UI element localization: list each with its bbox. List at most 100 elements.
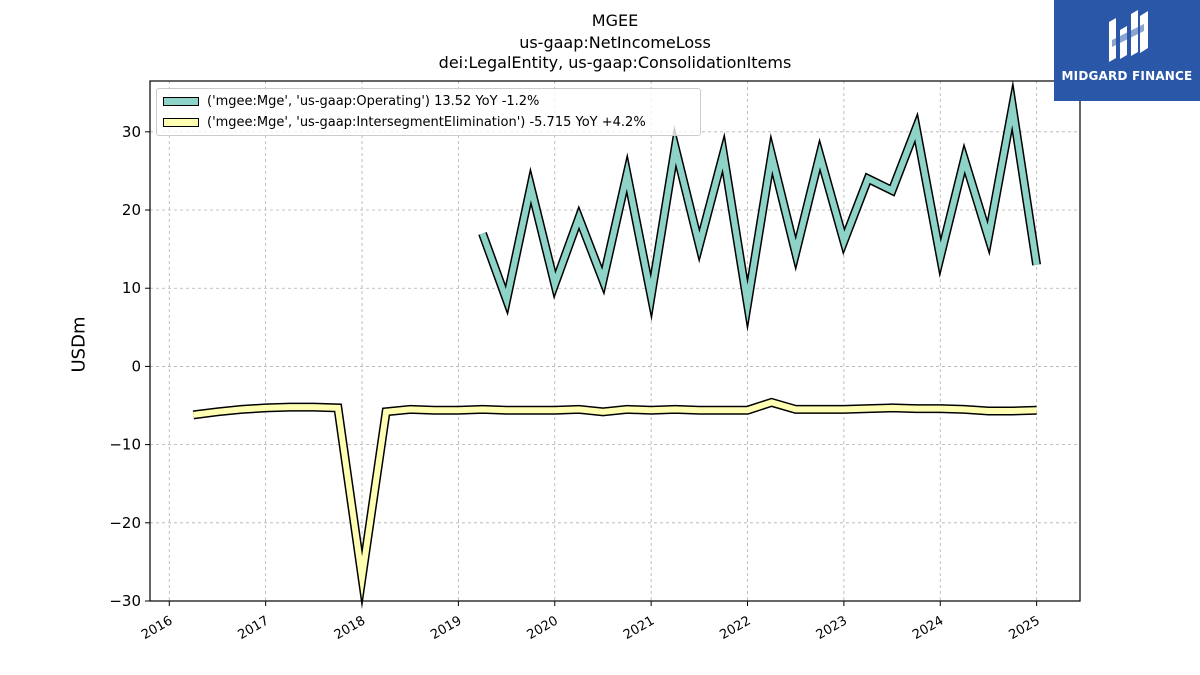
series-1-point — [843, 240, 845, 242]
series-2-point — [915, 408, 917, 410]
series-1-point — [795, 252, 797, 254]
series-2-point — [506, 409, 508, 411]
series-1-point — [698, 244, 700, 246]
x-tick-label: 2020 — [525, 613, 561, 643]
series-1-point — [674, 147, 676, 148]
series-2-point — [963, 408, 965, 410]
series-2-point — [795, 408, 797, 410]
series-2-point — [578, 408, 580, 410]
series-2-point — [867, 408, 869, 410]
series-1-point — [747, 303, 748, 305]
midgard-finance-logo: MIDGARD FINANCE — [1054, 0, 1200, 101]
series-2-point — [843, 408, 845, 410]
series-1-point — [530, 186, 532, 188]
legend-swatch-operating — [163, 96, 199, 106]
x-axis: 2016 2017 2018 2019 2020 2021 2022 2023 2024 2025 — [139, 601, 1043, 643]
series-2-point — [192, 414, 194, 416]
series-2-point — [217, 411, 218, 413]
series-1-point — [867, 178, 869, 180]
series-2-point — [530, 409, 532, 411]
series-2-outline — [192, 397, 1037, 610]
legend-label-intersegment: ('mgee:Mge', 'us-gaap:IntersegmentElimin… — [207, 114, 646, 130]
series-1-point — [939, 256, 941, 258]
series-2-point — [891, 407, 893, 409]
y-tick-label: −10 — [109, 436, 141, 454]
y-tick-label: 0 — [131, 357, 141, 375]
series-1-point — [1012, 106, 1013, 108]
series-2-point — [482, 408, 483, 410]
plot-frame — [149, 80, 1081, 602]
series-2-point — [771, 401, 773, 403]
chart-title-line-2: us-gaap:NetIncomeLoss — [519, 33, 711, 52]
x-tick-label: 2021 — [621, 613, 657, 643]
series-1-point — [771, 154, 773, 156]
series-1-point — [602, 279, 604, 281]
logo-wordmark: MIDGARD FINANCE — [1061, 69, 1193, 83]
series-2-point — [674, 408, 676, 410]
chart-title-line-3: dei:LegalEntity, us-gaap:ConsolidationIt… — [438, 53, 792, 72]
y-axis-label: USDm — [68, 316, 90, 373]
series-2-point — [457, 409, 459, 411]
series-2-point — [409, 408, 411, 410]
series-1-point — [482, 233, 483, 234]
series-2-point — [698, 409, 700, 411]
series-2-line — [193, 399, 1037, 599]
y-axis: 30 20 10 0 −10 −20 −30 — [109, 123, 150, 610]
series-2-point — [626, 408, 628, 410]
series-1-point — [891, 190, 893, 191]
y-tick-label: 20 — [122, 201, 141, 219]
x-tick-label: 2016 — [139, 613, 175, 643]
series-1-point — [987, 236, 989, 238]
x-tick-label: 2019 — [428, 613, 464, 643]
series-2-point — [819, 408, 821, 410]
legend-item-intersegment: ('mgee:Mge', 'us-gaap:IntersegmentElimin… — [163, 112, 646, 132]
legend-item-operating: ('mgee:Mge', 'us-gaap:Operating') 13.52 … — [163, 91, 539, 111]
gridlines — [150, 81, 1080, 602]
x-tick-label: 2018 — [332, 613, 368, 643]
series-1-line — [479, 88, 1040, 323]
series-1-point — [1036, 264, 1038, 266]
y-tick-label: 10 — [122, 279, 141, 297]
series-layer — [192, 79, 1042, 610]
series-1-point — [554, 283, 556, 285]
series-2-point — [650, 409, 652, 411]
series-1-point — [506, 299, 508, 301]
legend-swatch-intersegment — [163, 117, 199, 127]
series-2-point — [337, 407, 339, 409]
series-2-point — [433, 409, 435, 411]
series-2-point — [361, 577, 363, 578]
x-tick-label: 2017 — [235, 613, 271, 643]
series-2-point — [385, 411, 387, 413]
series-2-point — [939, 408, 941, 410]
series-2-point — [747, 409, 748, 411]
series-1-point — [578, 217, 580, 219]
chart-title-line-1: MGEE — [591, 11, 639, 30]
y-tick-label: −20 — [109, 514, 141, 532]
series-2-point — [289, 406, 291, 408]
series-2-point — [241, 408, 243, 410]
series-1-point — [819, 154, 821, 156]
series-2-point — [554, 409, 556, 411]
series-1-point — [915, 127, 917, 129]
series-1-point — [626, 173, 628, 175]
series-1-point — [650, 295, 652, 297]
series-2-point — [265, 407, 267, 409]
legend: ('mgee:Mge', 'us-gaap:Operating') 13.52 … — [156, 88, 701, 136]
x-tick-label: 2025 — [1006, 613, 1042, 643]
series-1-point — [722, 153, 724, 155]
midgard-logo-icon — [1109, 10, 1148, 62]
x-tick-label: 2024 — [910, 613, 946, 643]
y-tick-label: 30 — [122, 123, 141, 141]
series-2-point — [722, 409, 724, 411]
series-2-point — [1036, 409, 1038, 411]
series-1-point — [963, 158, 965, 160]
series-2-point — [987, 410, 989, 412]
series-2-point — [602, 411, 604, 413]
series-2-point — [313, 406, 315, 408]
series-2-point — [1012, 410, 1013, 412]
legend-label-operating: ('mgee:Mge', 'us-gaap:Operating') 13.52 … — [207, 93, 540, 109]
x-tick-label: 2022 — [717, 613, 753, 643]
x-tick-label: 2023 — [814, 613, 850, 643]
y-tick-label: −30 — [109, 592, 141, 610]
